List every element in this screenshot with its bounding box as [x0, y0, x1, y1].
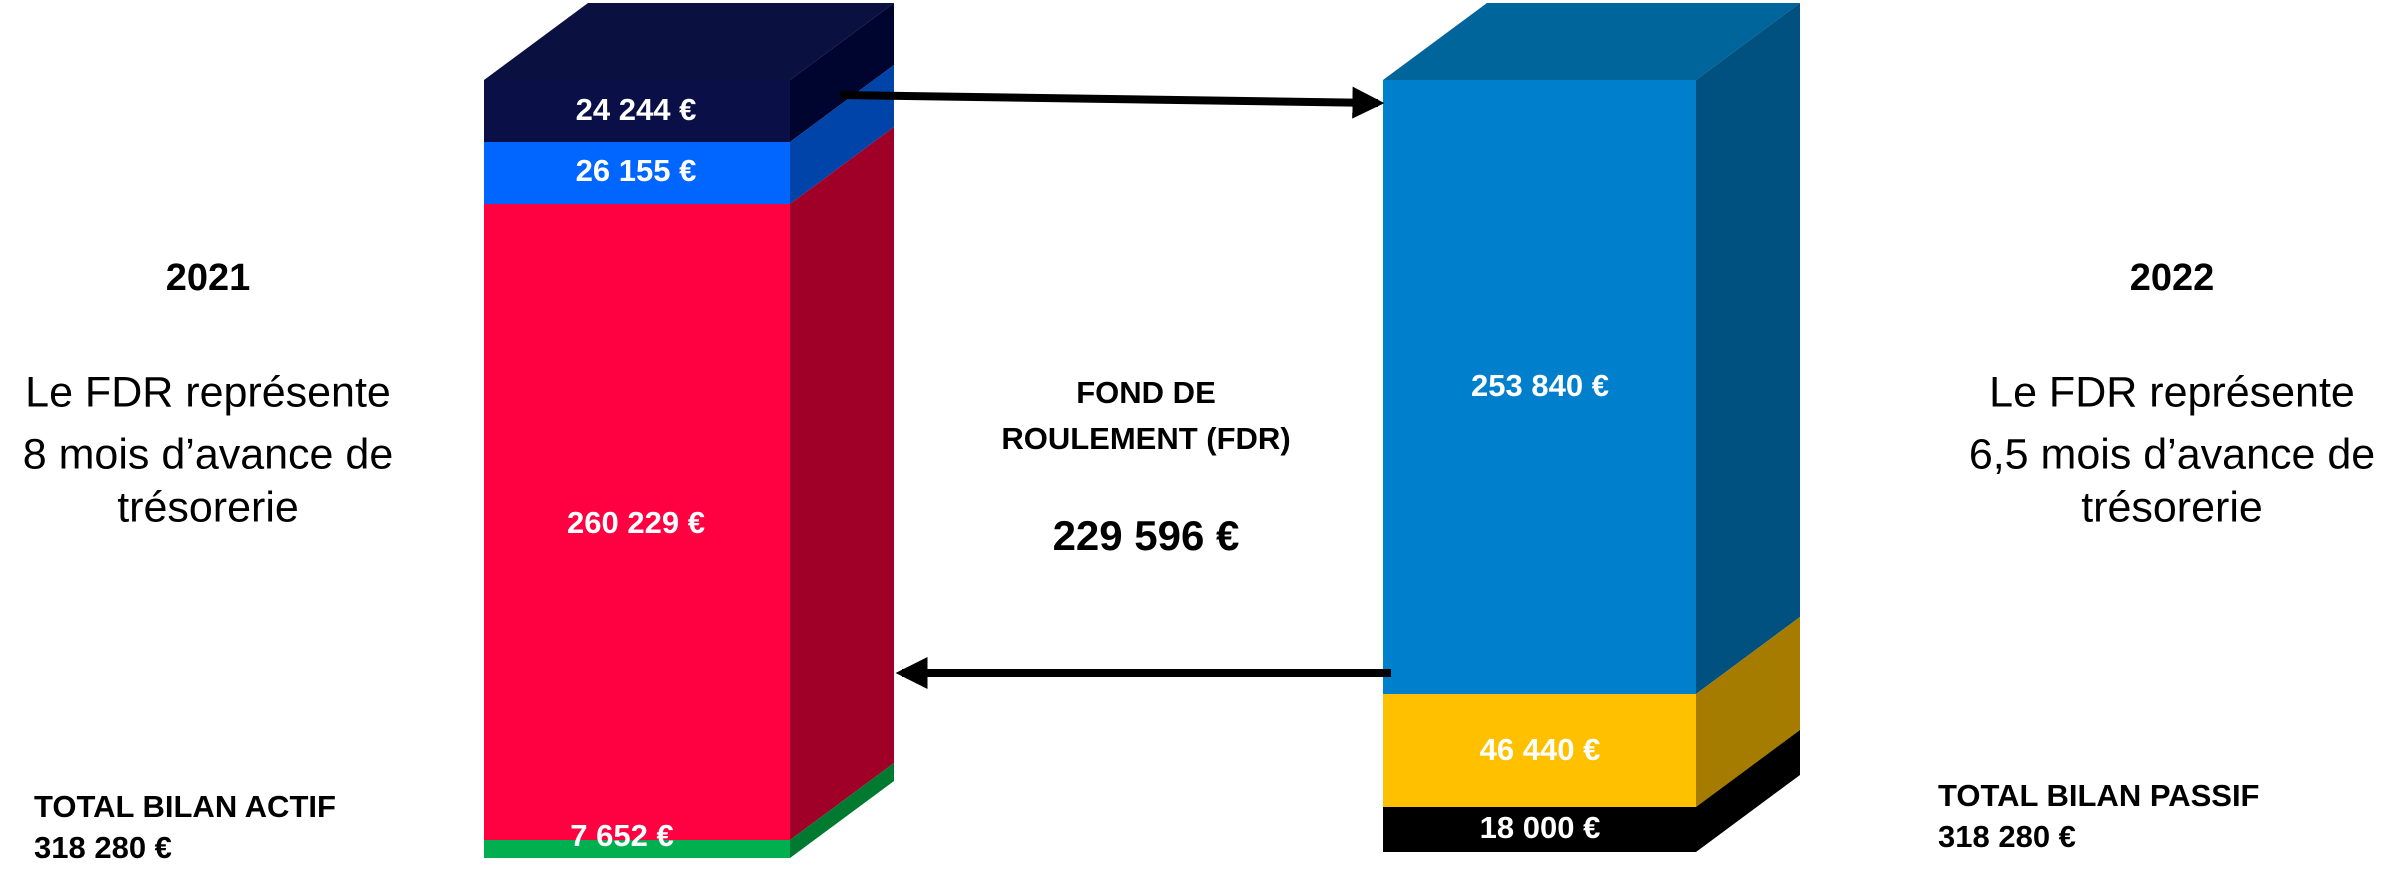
total-label: TOTAL BILAN PASSIF — [1938, 778, 2260, 813]
year: 2022 — [2130, 257, 2215, 299]
right-bar — [1383, 3, 1800, 852]
segment-label: 7 652 € — [570, 818, 673, 853]
note: Le FDR représente — [1989, 368, 2355, 416]
center-title: ROULEMENT (FDR) — [1001, 421, 1290, 456]
segment-label: 18 000 € — [1480, 810, 1601, 845]
left-bar — [484, 3, 894, 858]
note: 8 mois d’avance de — [23, 430, 394, 478]
arrow — [839, 86, 1385, 119]
segment-label: 26 155 € — [576, 153, 697, 188]
note: 6,5 mois d’avance de — [1969, 430, 2375, 478]
year: 2021 — [166, 257, 251, 299]
segment-label: 46 440 € — [1480, 732, 1601, 767]
note: Le FDR représente — [25, 368, 391, 416]
segment-label: 253 840 € — [1471, 368, 1609, 403]
center-title: FOND DE — [1076, 375, 1216, 410]
note: trésorerie — [117, 483, 299, 531]
center-value: 229 596 € — [1053, 512, 1240, 559]
note: trésorerie — [2081, 483, 2263, 531]
segment-label: 260 229 € — [567, 505, 705, 540]
total-value: 318 280 € — [1938, 819, 2076, 854]
total-value: 318 280 € — [34, 830, 172, 865]
total-label: TOTAL BILAN ACTIF — [34, 789, 336, 824]
segment-label: 24 244 € — [576, 92, 697, 127]
